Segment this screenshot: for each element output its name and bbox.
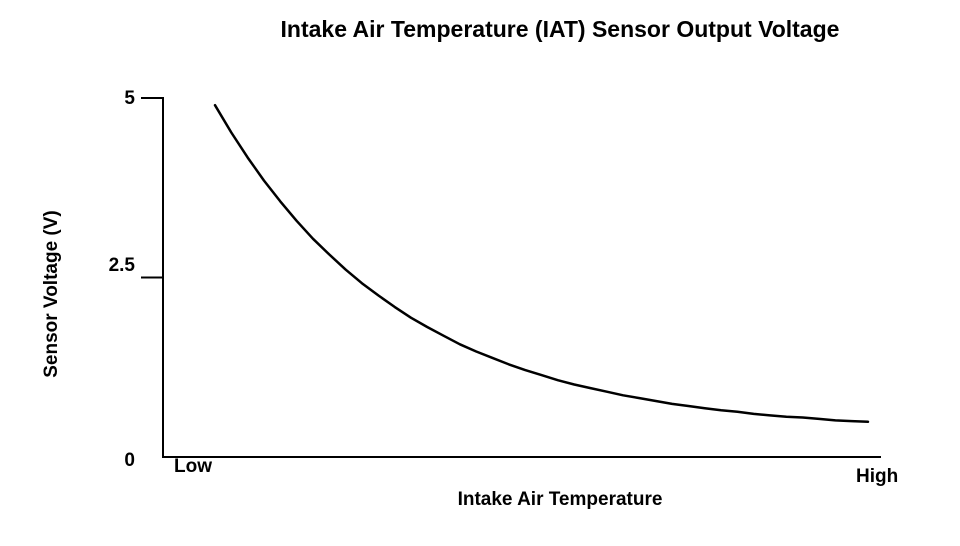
x-tick-label-high: High <box>856 466 899 487</box>
y-tick-label-5: 5 <box>124 88 135 109</box>
x-tick-label-low: Low <box>174 456 212 477</box>
y-tick-marks <box>141 97 163 279</box>
axes-lines <box>162 97 881 458</box>
y-tick-label-0: 0 <box>124 450 135 471</box>
chart-title: Intake Air Temperature (IAT) Sensor Outp… <box>280 16 840 42</box>
y-tick-label-2-5: 2.5 <box>108 255 135 276</box>
voltage-curve <box>213 103 870 424</box>
x-axis-label: Intake Air Temperature <box>457 489 663 510</box>
